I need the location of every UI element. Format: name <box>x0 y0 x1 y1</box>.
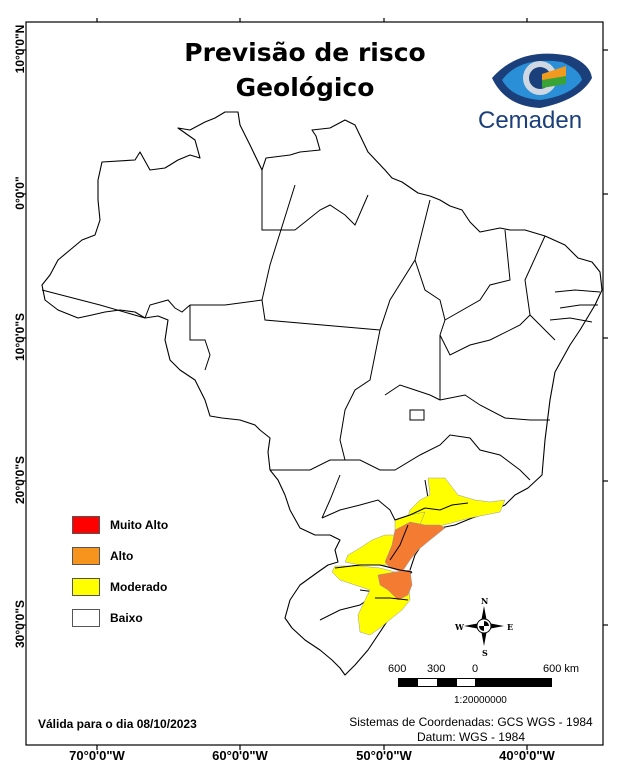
lat-label-20s: 20°0'0"S <box>13 455 27 505</box>
compass-s-label: S <box>482 648 488 658</box>
compass-n-label: N <box>481 596 489 606</box>
risk-alto-regions <box>377 521 446 601</box>
scale-ratio: 1:20000000 <box>454 695 507 706</box>
scale-label-600km: 600 km <box>543 663 580 675</box>
crs-line: Sistemas de Coordenadas: GCS WGS - 1984 <box>349 715 593 729</box>
lon-label-60w: 60°0'0"W <box>212 748 268 763</box>
compass-e-label: E <box>507 622 514 632</box>
axis-ticks <box>22 18 608 750</box>
scale-label-300: 300 <box>427 663 446 675</box>
map-title-line1: Previsão de risco <box>184 38 426 67</box>
scale-bar <box>398 678 552 687</box>
compass-w-label: W <box>455 622 464 632</box>
coordinate-system-info: Sistemas de Coordenadas: GCS WGS - 1984 … <box>340 715 602 745</box>
legend: Muito Alto Alto Moderado Baixo <box>72 509 168 633</box>
legend-swatch-moderado <box>72 577 100 596</box>
lat-label-10n: 10°0'0"N <box>13 24 27 74</box>
scale-label-600-left: 600 <box>388 663 407 675</box>
cemaden-logo-icon <box>492 53 592 108</box>
map-frame <box>25 21 604 746</box>
legend-item-baixo: Baixo <box>72 602 168 633</box>
legend-label: Moderado <box>110 579 168 594</box>
legend-item-alto: Alto <box>72 540 168 571</box>
lat-label-30s: 30°0'0"S <box>13 599 27 649</box>
lon-label-40w: 40°0'0"W <box>499 748 555 763</box>
scale-label-0: 0 <box>472 663 479 675</box>
lat-label-0: 0°0'0" <box>13 176 27 210</box>
legend-item-muito-alto: Muito Alto <box>72 509 168 540</box>
lon-label-50w: 50°0'0"W <box>356 748 412 763</box>
legend-swatch-baixo <box>72 608 100 627</box>
valid-date: Válida para o dia 08/10/2023 <box>38 717 197 731</box>
legend-item-moderado: Moderado <box>72 571 168 602</box>
state-borders <box>41 170 601 621</box>
legend-label: Muito Alto <box>110 517 169 532</box>
legend-label: Alto <box>110 548 134 563</box>
state-borders-overlay <box>334 502 469 601</box>
lat-label-10s: 10°0'0"S <box>13 312 27 362</box>
lon-label-70w: 70°0'0"W <box>69 748 125 763</box>
datum-line: Datum: WGS - 1984 <box>416 730 526 744</box>
legend-label: Baixo <box>110 610 143 625</box>
map-title-line2: Geológico <box>235 73 375 102</box>
legend-swatch-muito-alto <box>72 515 100 534</box>
north-arrow-compass <box>464 606 504 646</box>
cemaden-logo-text: Cemaden <box>478 107 583 134</box>
legend-swatch-alto <box>72 546 100 565</box>
